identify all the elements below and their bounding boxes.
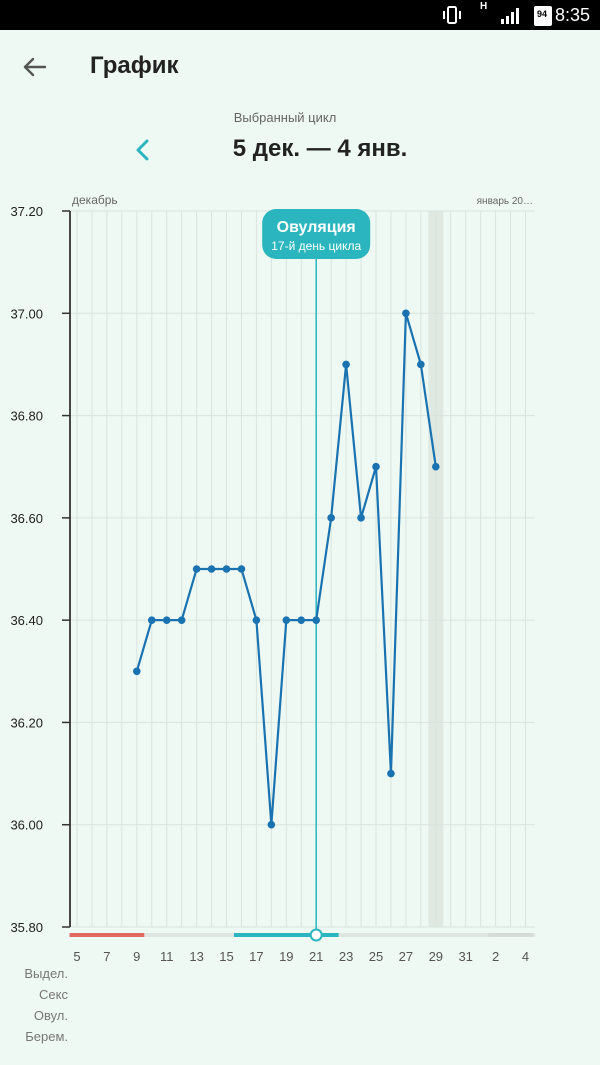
temperature-point — [312, 616, 321, 624]
x-tick-label: 29 — [429, 949, 443, 964]
timeline-ovulation-marker — [309, 928, 323, 942]
ovulation-badge-subtitle: 17-й день цикла — [271, 239, 361, 253]
temperature-point — [207, 565, 216, 573]
x-tick-label: 4 — [522, 949, 529, 964]
temperature-point — [327, 514, 335, 522]
temperature-point — [222, 565, 231, 573]
temperature-point — [432, 462, 440, 471]
vibrate-icon — [443, 6, 461, 24]
temperature-point — [342, 360, 350, 369]
temperature-point — [252, 616, 261, 624]
temperature-point — [177, 616, 186, 624]
battery-icon: 94 — [534, 6, 552, 26]
ovulation-badge — [262, 209, 371, 259]
y-tick-label: 36.00 — [10, 818, 43, 833]
y-tick-label: 37.20 — [10, 204, 43, 219]
cycle-caption: Выбранный цикл — [233, 110, 337, 125]
temperature-point — [282, 616, 291, 624]
row-label-discharge: Выдел. — [24, 966, 68, 981]
signal-icon — [501, 8, 519, 24]
x-tick-label: 21 — [309, 949, 323, 964]
x-tick-label: 31 — [458, 949, 472, 964]
temperature-point — [192, 565, 201, 573]
x-tick-label: 19 — [279, 949, 293, 964]
row-label-pregnancy: Берем. — [25, 1029, 68, 1044]
temperature-point — [237, 565, 246, 573]
row-label-ovulation: Овул. — [33, 1008, 68, 1023]
temperature-point — [387, 769, 395, 778]
status-time: 8:35 — [554, 5, 590, 25]
y-tick-label: 36.20 — [10, 715, 43, 730]
x-tick-label: 7 — [103, 949, 110, 964]
row-labels: Выдел. Секс Овул. Берем. — [0, 966, 70, 1050]
cycle-range: 5 дек. — 4 янв. — [232, 135, 408, 162]
x-tick-label: 27 — [399, 949, 413, 964]
arrow-left-icon[interactable] — [18, 50, 52, 84]
chevron-left-icon[interactable] — [128, 135, 158, 165]
y-tick-label: 36.60 — [10, 511, 43, 526]
x-tick-label: 23 — [339, 949, 353, 964]
temperature-point — [147, 616, 156, 624]
network-type-indicator: H — [480, 1, 488, 12]
ovulation-badge-title: Овуляция — [277, 219, 356, 236]
temperature-point — [162, 616, 171, 624]
x-tick-label: 11 — [160, 949, 174, 964]
row-label-sex: Секс — [39, 987, 68, 1002]
temperature-point — [267, 820, 276, 829]
month-start-label: декабрь — [72, 193, 118, 207]
y-tick-label: 36.40 — [10, 613, 43, 628]
temperature-point — [402, 309, 410, 318]
page-title: График — [90, 52, 179, 79]
temperature-point — [297, 616, 306, 624]
x-tick-label: 25 — [369, 949, 383, 964]
temperature-point — [133, 667, 141, 676]
y-tick-label: 35.80 — [10, 920, 43, 935]
y-tick-label: 36.80 — [10, 409, 43, 424]
temperature-point — [357, 514, 365, 522]
x-tick-label: 17 — [249, 949, 263, 964]
temperature-point — [417, 360, 425, 369]
temperature-chart[interactable]: 35.80 36.00 36.20 36.40 36.60 36.80 37.00 37.20… — [0, 180, 600, 970]
x-tick-label: 15 — [219, 949, 233, 964]
app-bar: График — [0, 30, 600, 102]
status-bar: H 94 8:35 — [0, 0, 600, 30]
x-tick-label: 9 — [133, 949, 140, 964]
month-end-label: январь 20… — [477, 196, 533, 207]
battery-level: 94 — [537, 9, 548, 19]
x-tick-label: 5 — [73, 949, 80, 964]
x-tick-label: 2 — [492, 949, 499, 964]
temperature-point — [372, 462, 380, 471]
y-tick-label: 37.00 — [10, 306, 43, 321]
x-tick-label: 13 — [189, 949, 203, 964]
